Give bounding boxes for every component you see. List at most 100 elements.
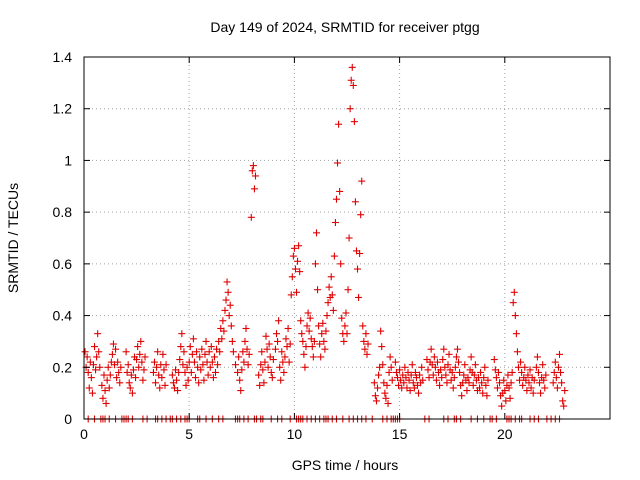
data-point [386,353,394,361]
data-point [133,356,141,364]
data-point [493,384,501,392]
data-point [301,363,309,371]
data-point [319,319,327,327]
data-point [512,330,520,338]
data-point [219,317,227,325]
data-point [359,322,367,330]
data-point [506,394,514,402]
data-point [540,376,548,384]
data-point [303,322,311,330]
data-point [180,348,188,356]
y-tick-label: 1.4 [53,49,73,65]
data-point [218,335,226,343]
data-point [550,368,558,376]
data-point [408,361,416,369]
data-point [560,402,568,410]
data-point [553,384,561,392]
data-point [372,397,380,405]
data-point [91,343,99,351]
plot-frame [83,56,611,420]
data-point [229,348,237,356]
data-point [262,332,270,340]
data-point [222,296,230,304]
data-point [238,366,246,374]
data-point [156,384,164,392]
data-point [429,371,437,379]
data-point [83,353,91,361]
data-point [450,374,458,382]
data-point [364,340,372,348]
data-point [467,353,475,361]
data-point [348,63,356,71]
data-point [375,371,383,379]
data-point [407,371,415,379]
data-point [260,379,268,387]
data-point [507,379,515,387]
data-point [96,363,104,371]
data-point [101,387,109,395]
data-point [134,343,142,351]
data-point [425,374,433,382]
data-point [490,356,498,364]
data-point [200,376,208,384]
data-point [288,273,296,281]
data-point [358,177,366,185]
data-point [196,353,204,361]
data-points [81,63,569,423]
x-tick-labels: 0 5 10 15 20 [80,426,513,442]
data-point [226,301,234,309]
data-point [357,211,365,219]
x-tick-label: 10 [287,426,303,442]
data-point [443,379,451,387]
data-point [351,198,359,206]
data-point [136,350,144,358]
data-point [308,343,316,351]
data-point [361,345,369,353]
data-point [261,358,269,366]
axis-ticks [83,56,610,420]
data-point [328,291,336,299]
data-point [224,288,232,296]
data-point [511,312,519,320]
data-point [289,252,297,260]
data-point [521,363,529,371]
data-point [449,384,457,392]
data-point [479,389,487,397]
data-point [345,234,353,242]
y-tick-label: 0.2 [53,359,73,375]
data-point [433,358,441,366]
data-point [484,376,492,384]
data-point [281,353,289,361]
data-point [193,348,201,356]
data-point [309,353,317,361]
data-point [137,337,145,345]
data-point [294,257,302,265]
data-point [378,343,386,351]
data-point [255,371,263,379]
data-point [430,353,438,361]
data-point [100,371,108,379]
data-point [338,314,346,322]
data-point [138,358,146,366]
data-point [278,348,286,356]
data-point [268,374,276,382]
data-point [176,356,184,364]
data-point [189,335,197,343]
data-point [385,368,393,376]
data-point [432,376,440,384]
data-point [391,358,399,366]
data-point [256,381,264,389]
data-point [415,389,423,397]
data-point [184,376,192,384]
data-point [324,299,332,307]
data-point [310,337,318,345]
data-point [387,363,395,371]
data-point [306,314,314,322]
data-point [225,312,233,320]
data-point [504,371,512,379]
data-point [181,368,189,376]
data-point [340,337,348,345]
data-point [109,340,117,348]
data-point [440,345,448,353]
data-point [235,353,243,361]
